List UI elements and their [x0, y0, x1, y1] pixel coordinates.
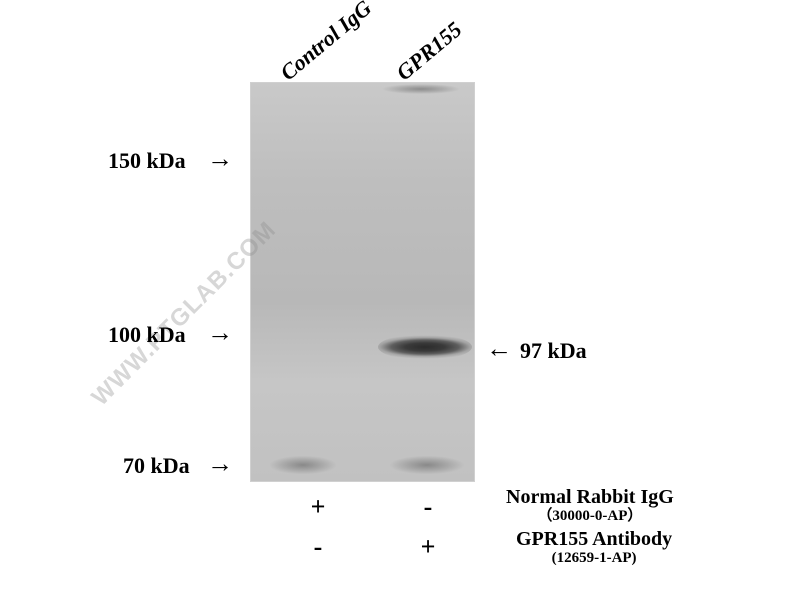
reagent-label-0: Normal Rabbit IgG（30000-0-AP） — [506, 486, 674, 525]
band-1 — [268, 452, 338, 478]
mw-arrow-0: → — [207, 144, 233, 174]
matrix-0-0: + — [303, 492, 333, 522]
matrix-1-0: - — [303, 532, 333, 562]
mw-marker-2: 70 kDa — [123, 453, 190, 479]
blot-membrane — [250, 82, 475, 482]
matrix-0-1: - — [413, 492, 443, 522]
mw-arrow-1: → — [207, 318, 233, 348]
reagent-cat-0: （30000-0-AP） — [506, 508, 674, 525]
lane-label-0: Control IgG — [275, 0, 376, 86]
band-0 — [378, 334, 472, 360]
mw-marker-0: 150 kDa — [108, 148, 186, 174]
band-3 — [380, 82, 462, 96]
matrix-1-1: + — [413, 532, 443, 562]
band-size-label: 97 kDa — [520, 338, 587, 364]
mw-arrow-2: → — [207, 449, 233, 479]
reagent-cat-1: (12659-1-AP) — [516, 550, 672, 567]
reagent-title-0: Normal Rabbit IgG — [506, 486, 674, 508]
mw-marker-1: 100 kDa — [108, 322, 186, 348]
lane-label-1: GPR155 — [391, 17, 467, 86]
reagent-title-1: GPR155 Antibody — [516, 528, 672, 550]
band-2 — [388, 452, 466, 478]
reagent-label-1: GPR155 Antibody(12659-1-AP) — [516, 528, 672, 567]
figure-container: WWW.PTGLAB.COMControl IgGGPR155150 kDa→1… — [0, 0, 800, 600]
band-arrow: ← — [486, 334, 512, 364]
